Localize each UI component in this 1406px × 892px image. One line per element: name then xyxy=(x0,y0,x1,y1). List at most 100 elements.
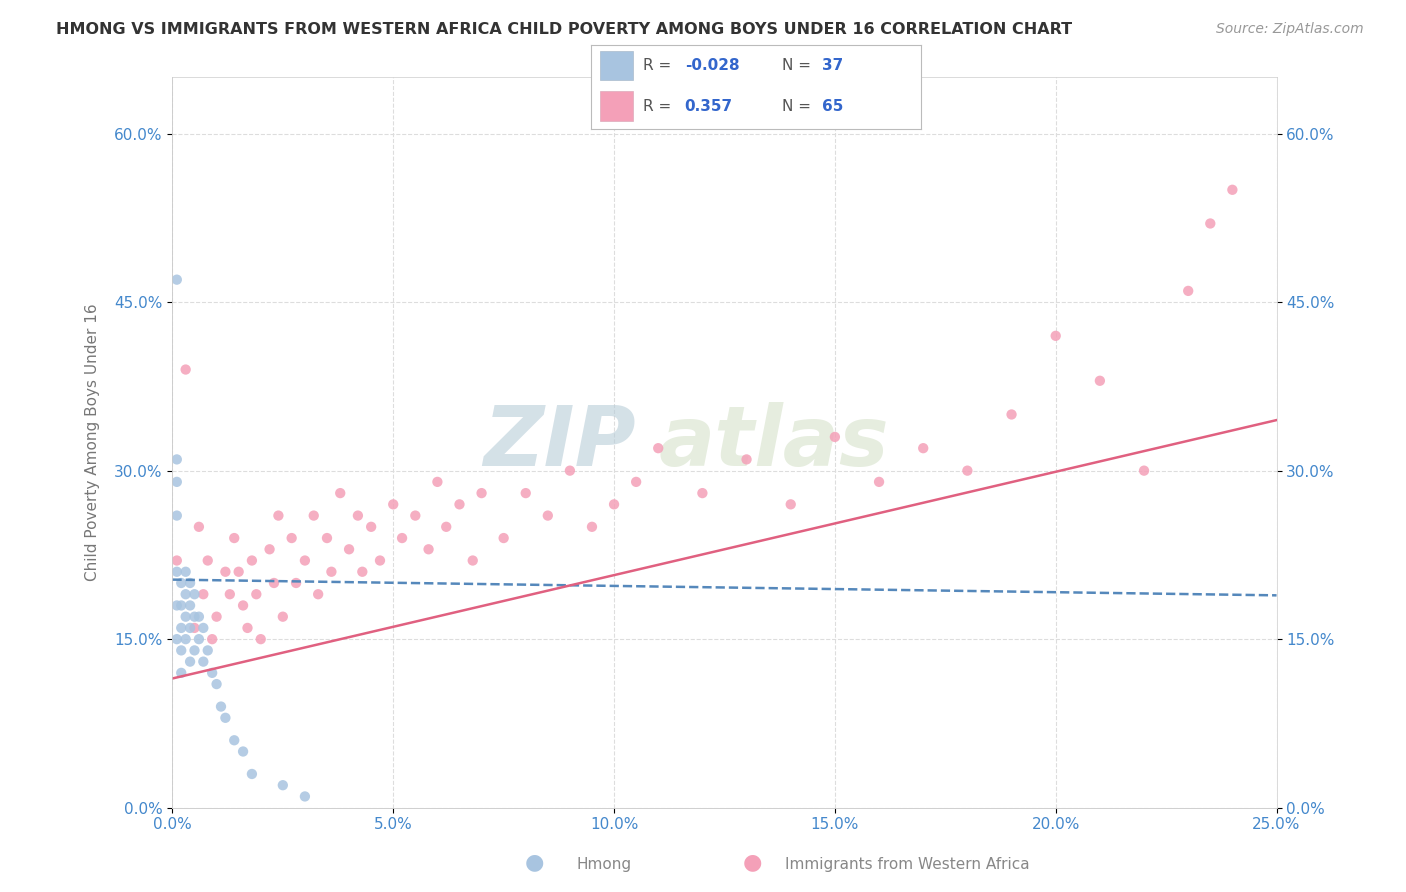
Point xyxy=(271,609,294,624)
Point xyxy=(174,362,197,376)
Point xyxy=(347,508,370,523)
Point xyxy=(692,486,714,500)
Point xyxy=(245,587,267,601)
Point xyxy=(302,508,325,523)
Point xyxy=(647,441,669,455)
Point xyxy=(183,587,205,601)
Point xyxy=(1199,217,1222,231)
Text: R =: R = xyxy=(644,58,676,73)
Point xyxy=(360,520,382,534)
Point xyxy=(224,733,246,747)
Point xyxy=(174,632,197,647)
Point xyxy=(1045,328,1067,343)
Point xyxy=(581,520,603,534)
Point xyxy=(352,565,374,579)
Text: N =: N = xyxy=(782,98,815,113)
Text: 0.357: 0.357 xyxy=(685,98,733,113)
Point xyxy=(197,643,219,657)
Point xyxy=(193,587,215,601)
Point xyxy=(294,789,316,804)
Point xyxy=(418,542,440,557)
Point xyxy=(174,565,197,579)
Text: N =: N = xyxy=(782,58,815,73)
Point xyxy=(179,655,201,669)
Text: Hmong: Hmong xyxy=(576,857,631,872)
Point xyxy=(187,609,209,624)
Point xyxy=(404,508,426,523)
Point xyxy=(170,643,193,657)
Point xyxy=(166,632,188,647)
Point xyxy=(280,531,302,545)
Point xyxy=(240,553,263,567)
Point xyxy=(259,542,281,557)
Point xyxy=(166,452,188,467)
Point xyxy=(515,486,537,500)
Point xyxy=(267,508,290,523)
Bar xyxy=(600,91,634,120)
Point xyxy=(228,565,250,579)
Point xyxy=(179,621,201,635)
Point xyxy=(249,632,271,647)
Point xyxy=(449,497,471,511)
Text: Source: ZipAtlas.com: Source: ZipAtlas.com xyxy=(1216,22,1364,37)
Point xyxy=(166,273,188,287)
Point xyxy=(779,497,801,511)
Point xyxy=(166,565,188,579)
Point xyxy=(187,520,209,534)
Point xyxy=(471,486,494,500)
Point xyxy=(193,655,215,669)
Point xyxy=(1222,183,1244,197)
Point xyxy=(201,632,224,647)
Point xyxy=(170,665,193,680)
Point xyxy=(209,699,232,714)
Point xyxy=(624,475,647,489)
Point xyxy=(174,609,197,624)
Point xyxy=(170,576,193,591)
Text: -0.028: -0.028 xyxy=(685,58,740,73)
Point xyxy=(263,576,285,591)
Text: ●: ● xyxy=(524,853,544,872)
Bar xyxy=(600,51,634,80)
Point xyxy=(868,475,890,489)
Point xyxy=(285,576,308,591)
Point xyxy=(368,553,391,567)
Text: ZIP: ZIP xyxy=(484,402,636,483)
Point xyxy=(307,587,329,601)
Point xyxy=(232,744,254,758)
Point xyxy=(1088,374,1111,388)
Point xyxy=(329,486,352,500)
Point xyxy=(824,430,846,444)
Point xyxy=(166,599,188,613)
Text: atlas: atlas xyxy=(658,402,889,483)
Point xyxy=(179,599,201,613)
Point xyxy=(166,553,188,567)
Point xyxy=(170,599,193,613)
Point xyxy=(166,508,188,523)
Point xyxy=(321,565,343,579)
Point xyxy=(434,520,457,534)
Text: Immigrants from Western Africa: Immigrants from Western Africa xyxy=(785,857,1029,872)
Text: HMONG VS IMMIGRANTS FROM WESTERN AFRICA CHILD POVERTY AMONG BOYS UNDER 16 CORREL: HMONG VS IMMIGRANTS FROM WESTERN AFRICA … xyxy=(56,22,1073,37)
Point xyxy=(1133,464,1156,478)
Point xyxy=(214,565,236,579)
Point xyxy=(197,553,219,567)
Point xyxy=(426,475,449,489)
Point xyxy=(558,464,581,478)
Point xyxy=(236,621,259,635)
Point xyxy=(170,621,193,635)
Point xyxy=(294,553,316,567)
Point xyxy=(391,531,413,545)
Point xyxy=(461,553,484,567)
Point xyxy=(240,767,263,781)
Point xyxy=(912,441,935,455)
Point xyxy=(337,542,360,557)
Point xyxy=(187,632,209,647)
Y-axis label: Child Poverty Among Boys Under 16: Child Poverty Among Boys Under 16 xyxy=(86,304,100,582)
Point xyxy=(183,621,205,635)
Point xyxy=(492,531,515,545)
Point xyxy=(224,531,246,545)
Point xyxy=(1177,284,1199,298)
Point xyxy=(271,778,294,792)
Point xyxy=(183,643,205,657)
Text: R =: R = xyxy=(644,98,676,113)
